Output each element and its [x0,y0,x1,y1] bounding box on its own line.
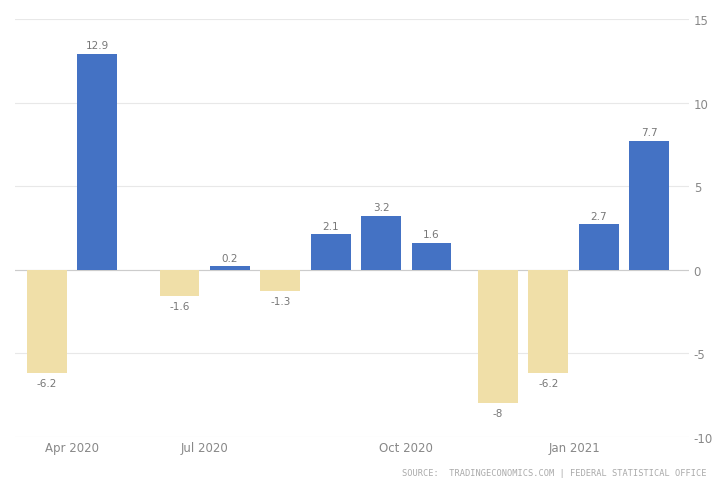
Text: -6.2: -6.2 [538,378,558,388]
Bar [311,235,351,270]
Text: 12.9: 12.9 [86,41,109,51]
Text: 2.7: 2.7 [590,212,607,221]
Text: 2.1: 2.1 [323,221,339,231]
Bar [27,270,67,373]
Bar [411,243,451,270]
Text: 3.2: 3.2 [373,203,389,213]
Bar [159,270,199,297]
Bar [361,217,401,270]
Text: 7.7: 7.7 [641,128,657,138]
Text: SOURCE:  TRADINGECONOMICS.COM | FEDERAL STATISTICAL OFFICE: SOURCE: TRADINGECONOMICS.COM | FEDERAL S… [402,468,706,477]
Text: -8: -8 [493,408,503,418]
Bar [77,55,117,270]
Bar [579,225,619,270]
Bar [261,270,300,292]
Text: 1.6: 1.6 [423,230,440,240]
Text: -6.2: -6.2 [36,378,57,388]
Text: -1.6: -1.6 [170,302,190,312]
Bar [629,142,669,270]
Text: -1.3: -1.3 [270,297,290,307]
Bar [210,267,250,270]
Text: 0.2: 0.2 [221,253,238,263]
Bar [478,270,518,403]
Bar [529,270,568,373]
